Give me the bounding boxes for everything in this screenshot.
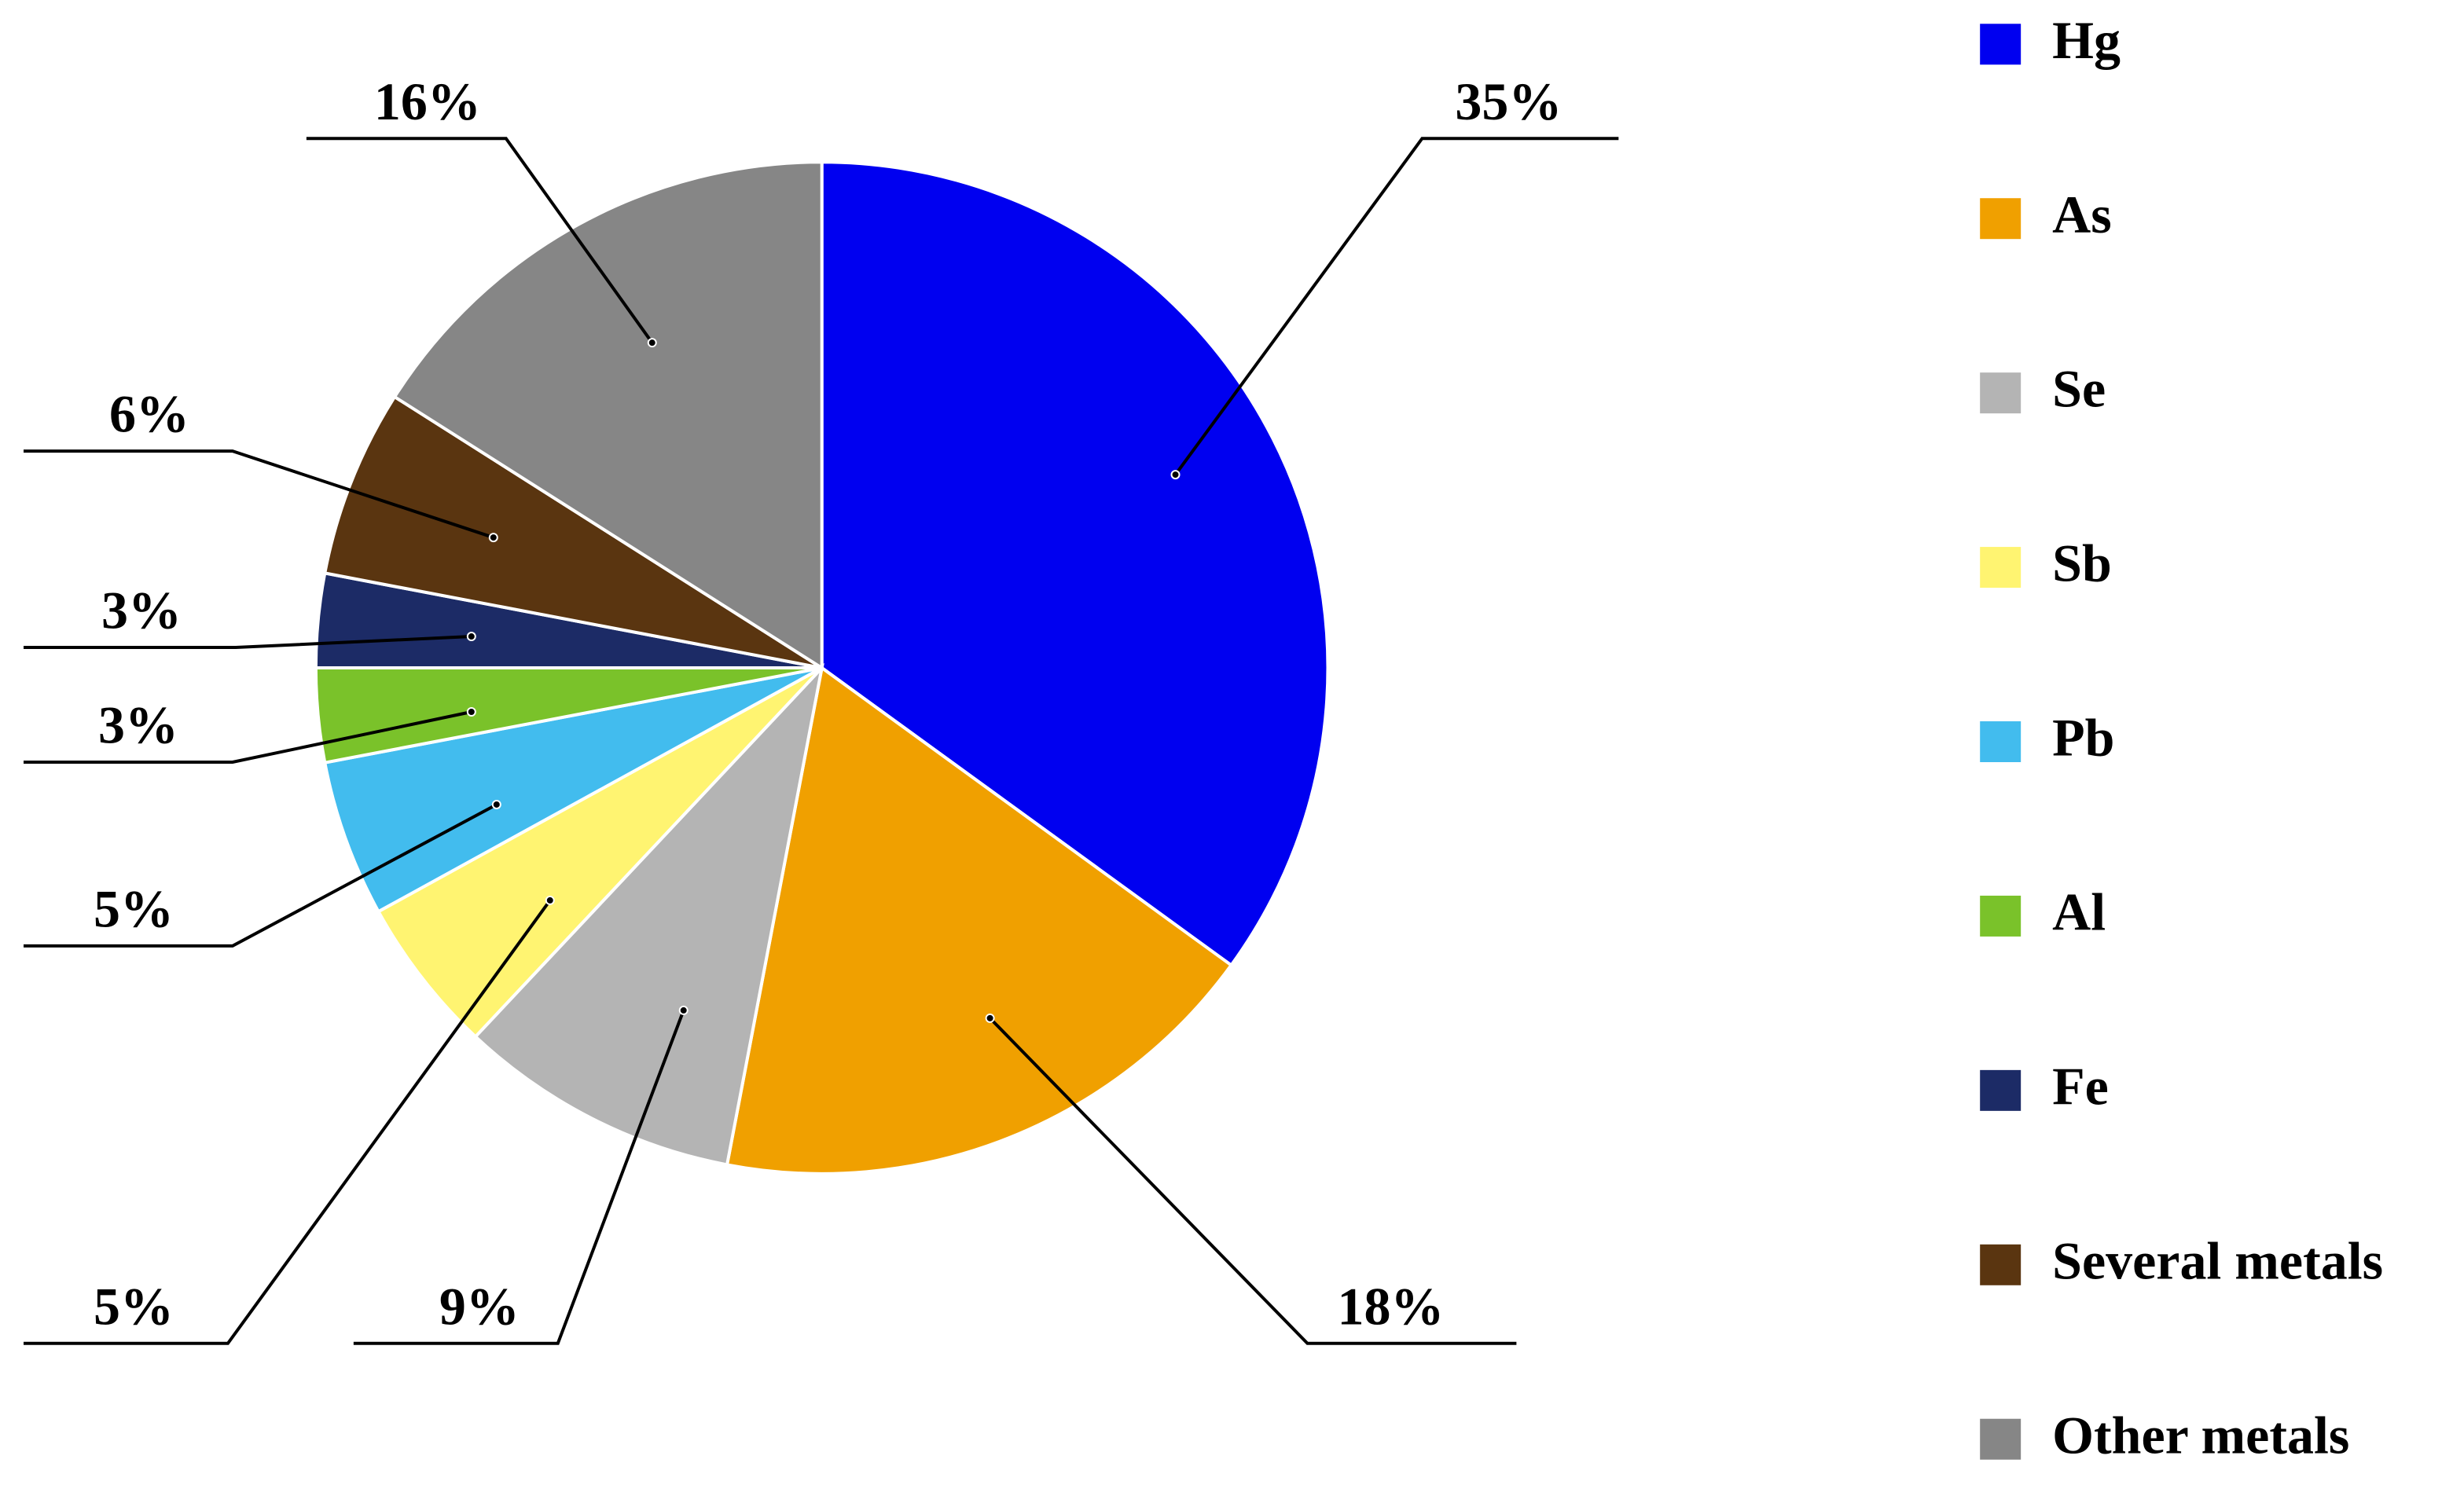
legend-swatch — [1980, 895, 2022, 937]
legend-label: Fe — [2052, 1056, 2109, 1116]
data-label: 3% — [101, 581, 182, 640]
legend-label: Hg — [2052, 10, 2121, 70]
leader-dot — [488, 533, 498, 543]
pie-slice — [322, 666, 823, 914]
leader-dot — [985, 1013, 995, 1023]
data-label: 3% — [98, 695, 178, 755]
leader-dot — [678, 1005, 689, 1015]
leader-line — [353, 1010, 685, 1345]
leader-line — [23, 899, 552, 1345]
leader-line — [23, 710, 472, 764]
legend-label: Pb — [2052, 708, 2114, 768]
legend-swatch — [1980, 1069, 2022, 1111]
legend-swatch — [1980, 198, 2022, 240]
legend-label: Al — [2052, 882, 2106, 942]
data-label: 16% — [374, 72, 481, 131]
leader-dot — [1170, 470, 1181, 480]
leader-line — [23, 803, 498, 948]
legend-label: Other metals — [2052, 1405, 2349, 1465]
pie-slice — [473, 662, 824, 1167]
data-label: 18% — [1337, 1276, 1444, 1336]
pie-slice — [725, 665, 1234, 1175]
leader-line — [23, 635, 472, 650]
leader-dot — [545, 895, 555, 905]
data-label: 6% — [109, 384, 189, 444]
legend-swatch — [1980, 721, 2022, 762]
leader-dot — [647, 338, 657, 348]
legend-swatch — [1980, 372, 2022, 414]
legend-swatch — [1980, 547, 2022, 588]
legend-label: As — [2052, 185, 2112, 244]
data-label: 5% — [94, 879, 174, 939]
legend-swatch — [1980, 1418, 2022, 1460]
data-label: 35% — [1455, 72, 1562, 131]
leader-line — [306, 137, 654, 344]
data-label: 5% — [94, 1276, 174, 1336]
leader-dot — [466, 632, 476, 642]
legend-swatch — [1980, 24, 2022, 65]
leader-dot — [491, 799, 501, 809]
leader-line — [23, 449, 494, 539]
legend-swatch — [1980, 1244, 2022, 1285]
pie-slice — [392, 160, 824, 671]
data-label: 9% — [439, 1276, 520, 1336]
legend-label: Sb — [2052, 534, 2112, 593]
legend-label: Se — [2052, 359, 2106, 419]
legend-label: Several metals — [2052, 1230, 2383, 1290]
leader-line — [989, 1017, 1517, 1345]
pie-slice — [322, 394, 823, 669]
pie-slice — [376, 666, 824, 1040]
pie-slice — [820, 160, 1330, 968]
leader-line — [1173, 137, 1619, 476]
leader-dot — [466, 707, 476, 717]
